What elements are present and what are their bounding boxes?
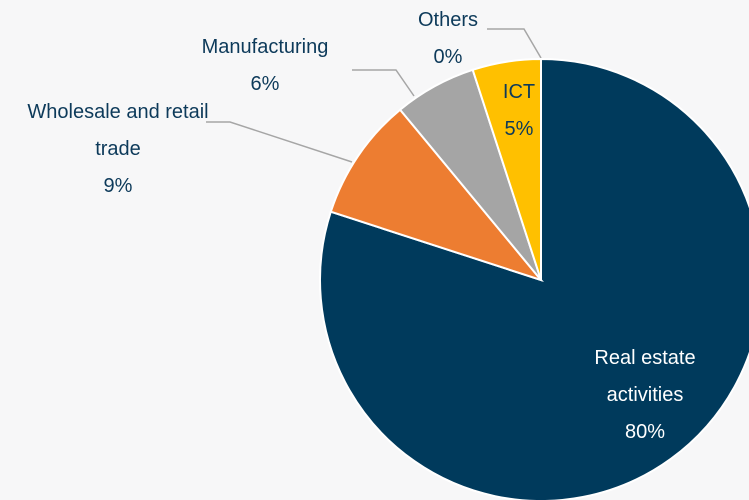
slice-label: Manufacturing 6% [165,29,365,103]
category-label: ICT [502,81,536,103]
leader-line [487,28,542,59]
value-label: 0% [433,46,463,68]
leader-line [352,69,415,97]
value-label: 5% [504,118,534,140]
category-label: Real estate activities [594,347,696,406]
value-label: 9% [103,175,133,197]
value-label: 80% [624,421,666,443]
slice-label: ICT 5% [494,74,544,148]
leader-line [206,121,353,163]
pie-slice [329,108,544,283]
slice-label: Others 0% [398,2,498,76]
slice-label: Real estate activities 80% [570,340,720,451]
value-label: 6% [250,73,280,95]
category-label: Others [417,9,479,31]
slice-label: Wholesale and retail trade 9% [18,94,218,205]
category-label: Wholesale and retail trade [27,101,209,160]
category-label: Manufacturing [201,36,329,58]
pie-slice [319,57,749,500]
